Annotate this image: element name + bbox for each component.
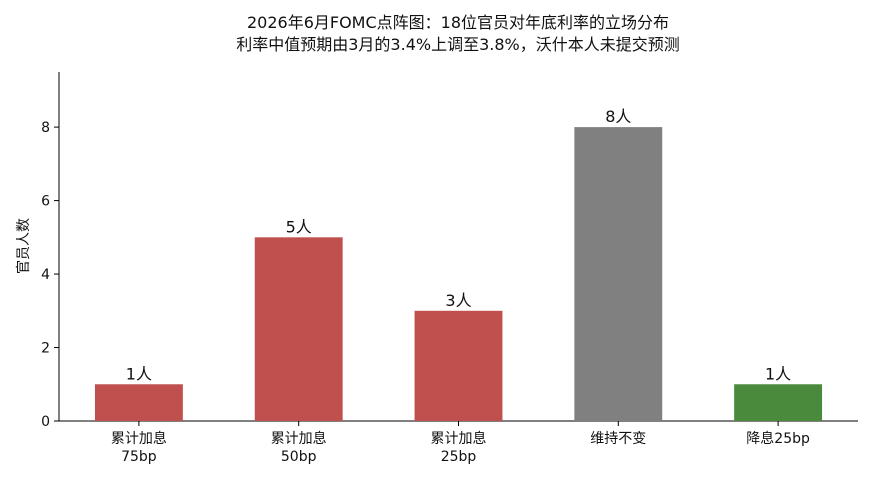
x-tick-label: 降息25bp	[746, 430, 810, 447]
chart-title: 2026年6月FOMC点阵图：18位官员对年底利率的立场分布	[247, 13, 669, 32]
y-tick-label: 8	[41, 120, 50, 136]
value-label: 1人	[765, 364, 791, 383]
y-tick-label: 2	[41, 341, 50, 357]
bar	[574, 127, 663, 422]
bar	[414, 310, 503, 421]
x-tick-label: 累计加息 25bp	[431, 430, 487, 465]
x-tick-label: 维持不变	[590, 431, 646, 447]
value-label: 5人	[286, 217, 312, 236]
chart-subtitle: 利率中值预期由3月的3.4%上调至3.8%，沃什本人未提交预测	[236, 35, 679, 54]
x-tick-label: 累计加息 75bp	[111, 430, 167, 465]
value-label: 1人	[126, 364, 152, 383]
value-label: 8人	[605, 107, 631, 126]
bar	[94, 384, 183, 421]
x-tick-label: 累计加息 50bp	[271, 430, 327, 465]
y-axis-label: 官员人数	[16, 218, 32, 274]
bar	[734, 384, 823, 421]
y-tick-label: 4	[41, 267, 50, 283]
bar	[254, 237, 343, 421]
y-tick-label: 0	[41, 414, 50, 430]
value-label: 3人	[445, 291, 471, 310]
y-tick-label: 6	[41, 194, 50, 210]
